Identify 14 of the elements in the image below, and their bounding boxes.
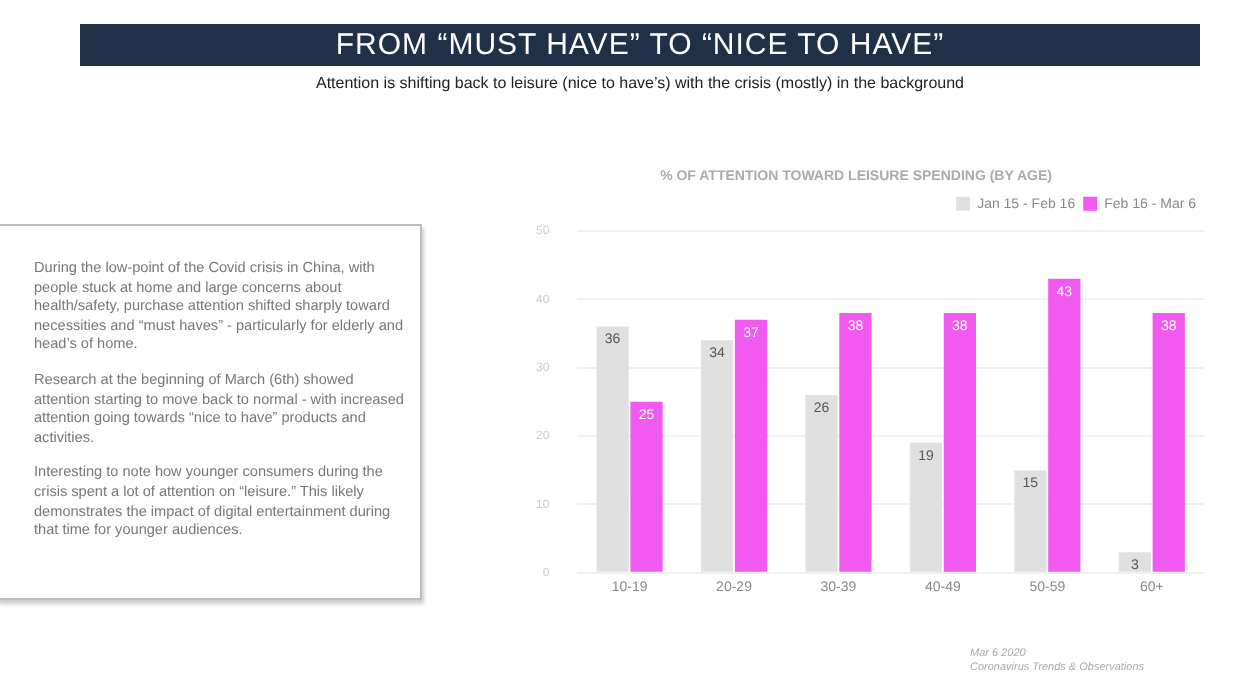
bar — [734, 319, 768, 572]
bar — [596, 326, 629, 572]
bar — [1152, 312, 1185, 572]
bar — [1048, 278, 1081, 572]
bar — [943, 312, 976, 572]
text: FROM “MUST HAVE” TO “NICE TO HAVE” — [80, 24, 1200, 66]
bar — [1014, 470, 1047, 572]
bar — [1118, 552, 1151, 572]
bar — [805, 394, 838, 572]
bar — [909, 442, 943, 572]
bar — [630, 401, 663, 572]
bar — [700, 340, 734, 572]
bar — [839, 312, 872, 572]
text: Attention is shifting back to leisure (nice to have’s) with the crisis (mostly) in the background — [314, 74, 966, 92]
